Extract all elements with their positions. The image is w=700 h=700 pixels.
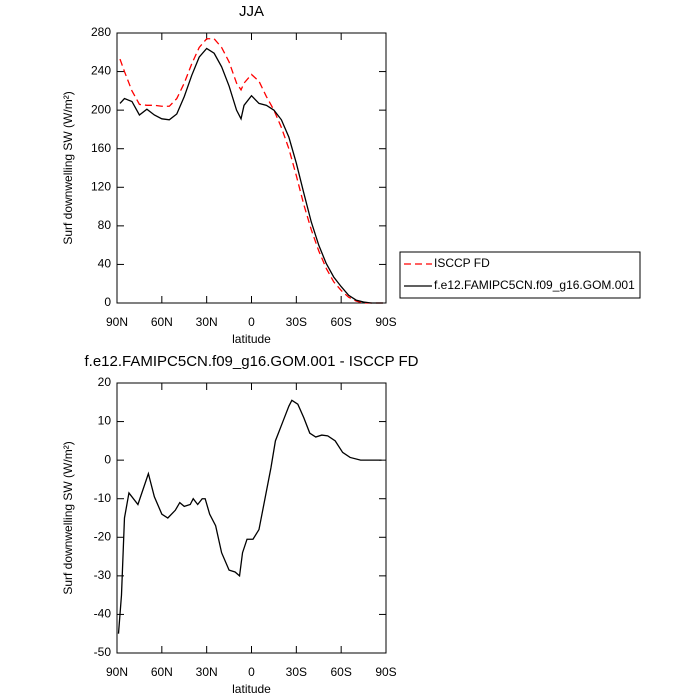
y-tick-label: 0 — [104, 452, 111, 466]
y-tick-label: 160 — [91, 141, 111, 155]
legend-label: ISCCP FD — [434, 256, 490, 270]
x-tick-label: 60S — [330, 315, 351, 329]
y-tick-label: -20 — [94, 529, 112, 543]
y-axis-label: Surf downwelling SW (W/m²) — [61, 91, 75, 244]
y-tick-label: 240 — [91, 64, 111, 78]
y-tick-label: -50 — [94, 645, 112, 659]
x-tick-label: 30S — [286, 665, 307, 679]
y-tick-label: -40 — [94, 607, 112, 621]
chart-title: JJA — [239, 3, 264, 20]
x-tick-label: 90S — [375, 315, 396, 329]
y-tick-label: -30 — [94, 568, 112, 582]
series-line — [119, 38, 384, 304]
x-tick-label: 30N — [196, 665, 218, 679]
y-tick-label: 80 — [98, 218, 112, 232]
x-tick-label: 60N — [151, 665, 173, 679]
x-tick-label: 0 — [248, 665, 255, 679]
y-tick-label: 10 — [98, 414, 112, 428]
y-tick-label: 20 — [98, 375, 112, 389]
x-tick-label: 90N — [106, 315, 128, 329]
y-tick-label: 120 — [91, 179, 111, 193]
legend-label: f.e12.FAMIPC5CN.f09_g16.GOM.001 — [434, 278, 635, 292]
y-tick-label: -10 — [94, 491, 112, 505]
x-axis-label: latitude — [232, 682, 271, 696]
y-tick-label: 200 — [91, 102, 111, 116]
legend-box — [399, 251, 641, 299]
x-tick-label: 90N — [106, 665, 128, 679]
series-line — [119, 47, 384, 304]
x-tick-label: 30S — [286, 315, 307, 329]
x-tick-label: 30N — [196, 315, 218, 329]
plot-frame — [116, 32, 387, 304]
y-tick-label: 40 — [98, 257, 112, 271]
x-tick-label: 60N — [151, 315, 173, 329]
y-tick-label: 0 — [104, 295, 111, 309]
x-tick-label: 90S — [375, 665, 396, 679]
series-line — [117, 399, 382, 634]
x-tick-label: 0 — [248, 315, 255, 329]
y-tick-label: 280 — [91, 25, 111, 39]
x-axis-label: latitude — [232, 332, 271, 346]
x-tick-label: 60S — [330, 665, 351, 679]
plot-frame — [116, 382, 387, 654]
y-axis-label: Surf downwelling SW (W/m²) — [61, 441, 75, 594]
chart-title: f.e12.FAMIPC5CN.f09_g16.GOM.001 - ISCCP … — [84, 353, 418, 370]
